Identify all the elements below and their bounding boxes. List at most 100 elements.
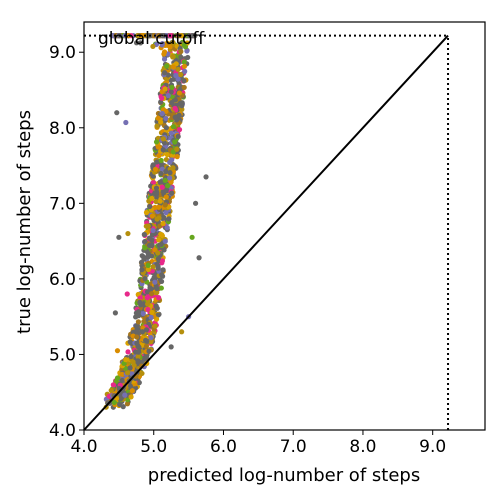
data-point <box>130 329 136 335</box>
data-point <box>142 276 148 282</box>
data-point <box>149 195 155 202</box>
data-point <box>172 105 178 111</box>
data-point <box>135 330 141 336</box>
data-point <box>155 144 161 150</box>
data-point <box>142 238 148 245</box>
data-point <box>138 302 144 308</box>
data-point <box>165 183 171 189</box>
data-point <box>168 179 174 185</box>
data-point <box>152 190 158 196</box>
data-point <box>162 238 168 244</box>
x-axis-title: predicted log-number of steps <box>148 465 420 486</box>
data-point <box>169 93 175 100</box>
data-point <box>110 382 116 388</box>
data-point <box>144 338 150 344</box>
data-point <box>124 370 131 376</box>
data-point <box>153 198 159 205</box>
data-point <box>143 343 149 350</box>
data-point <box>159 184 165 190</box>
data-point <box>149 309 155 315</box>
data-point <box>125 33 131 39</box>
data-point <box>166 216 172 222</box>
data-point <box>163 115 169 122</box>
y-tick-label: 7.0 <box>49 194 76 214</box>
data-point <box>139 329 146 335</box>
data-point <box>181 42 187 48</box>
data-point <box>165 92 171 99</box>
data-point <box>162 70 168 76</box>
data-point <box>158 285 164 291</box>
data-point <box>123 119 129 126</box>
data-point <box>153 139 160 145</box>
data-point <box>171 76 177 82</box>
data-point <box>150 43 156 50</box>
data-point <box>192 200 199 206</box>
data-point <box>159 42 165 48</box>
data-point <box>189 234 195 240</box>
data-point <box>145 262 151 269</box>
data-point <box>170 124 177 130</box>
data-point <box>153 303 159 309</box>
y-tick-label: 8.0 <box>49 119 76 139</box>
data-point <box>139 267 145 273</box>
data-point <box>170 64 177 70</box>
data-point <box>182 68 188 74</box>
data-point <box>134 334 140 340</box>
data-point <box>173 72 179 79</box>
data-point <box>123 357 129 363</box>
data-point <box>114 375 121 381</box>
data-point <box>161 49 168 55</box>
data-point <box>169 84 175 90</box>
data-point <box>176 90 183 96</box>
data-point <box>146 348 152 354</box>
data-point <box>160 189 166 195</box>
data-point <box>135 354 141 360</box>
scatter-points <box>103 33 209 410</box>
data-point <box>167 175 173 181</box>
data-point <box>156 33 162 39</box>
data-point <box>154 159 160 165</box>
x-tick-label: 8.0 <box>349 437 376 457</box>
data-point <box>170 39 176 46</box>
data-point <box>155 256 161 262</box>
data-point <box>181 59 187 65</box>
data-point <box>155 250 161 256</box>
data-point <box>172 97 179 103</box>
data-point <box>161 247 167 253</box>
data-point <box>149 232 155 238</box>
plot-frame <box>83 21 486 431</box>
data-point <box>137 40 144 46</box>
data-point <box>161 56 168 62</box>
data-point <box>128 394 134 400</box>
axes <box>83 21 486 431</box>
data-point <box>154 216 160 222</box>
data-point <box>157 198 163 204</box>
diagonal-reference-line <box>83 34 449 431</box>
data-point <box>173 117 180 123</box>
data-point <box>153 185 160 191</box>
data-point <box>125 230 131 237</box>
data-point <box>142 245 148 251</box>
data-point <box>181 63 188 69</box>
y-axis-title: true log-number of steps <box>14 110 35 334</box>
data-point <box>158 170 164 177</box>
data-point <box>160 267 166 273</box>
data-point <box>116 234 122 240</box>
data-point <box>178 71 184 78</box>
data-point <box>145 306 151 313</box>
data-point <box>130 359 136 365</box>
data-point <box>155 115 161 121</box>
data-point <box>141 231 147 238</box>
data-point <box>156 237 162 243</box>
data-point <box>154 289 160 296</box>
data-point <box>139 33 145 39</box>
data-point <box>172 139 178 145</box>
data-point <box>150 173 156 179</box>
data-point <box>164 152 170 158</box>
data-point <box>178 48 184 55</box>
data-point <box>148 314 154 320</box>
data-point <box>181 78 187 84</box>
data-point <box>155 265 161 271</box>
data-point <box>160 33 166 39</box>
data-point <box>125 349 131 355</box>
